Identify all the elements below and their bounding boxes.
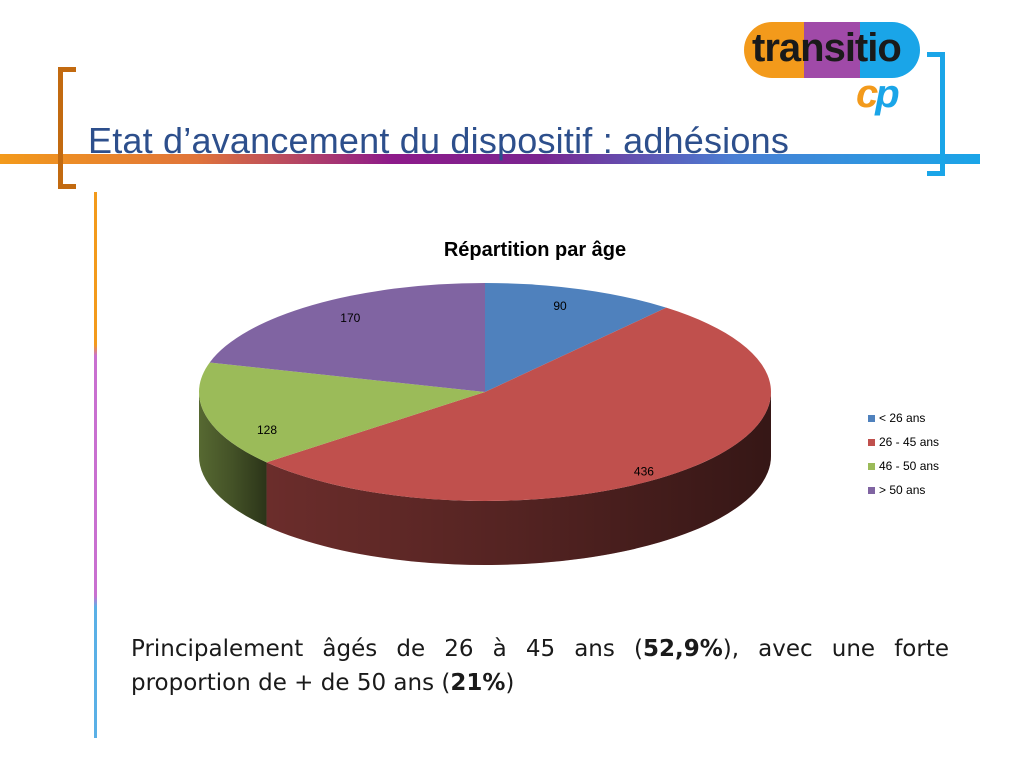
pie-side-shade-26-45-ans [266,392,771,565]
legend-item-50-ans: > 50 ans [868,478,939,502]
legend-swatch-26-45-ans [868,438,875,446]
legend-label-26-ans: < 26 ans [879,411,926,425]
logo-subtext: cp [856,72,900,116]
transitio-cap-logo: transitio cp [744,18,934,118]
pie-labels: 90 436 128 170 [257,299,654,479]
legend-item-46-50-ans: 46 - 50 ans [868,454,939,478]
data-label-26-ans: 90 [553,299,567,313]
legend-label-26-45-ans: 26 - 45 ans [879,435,940,449]
percent-26-45: 52,9% [642,636,723,662]
legend-swatch-46-50-ans [868,462,875,470]
legend-label-50-ans: > 50 ans [879,483,926,497]
data-label-50-ans: 170 [340,311,360,325]
percent-over-50: 21% [450,670,506,696]
pie-slice-26-45-ans [266,307,772,502]
legend-item-26-ans: < 26 ans [868,406,939,430]
pie-sides [199,392,771,565]
data-label-26-45-ans: 436 [634,465,654,479]
summary-caption: Principalement âgés de 26 à 45 ans (52,9… [131,636,949,696]
pie-slice-50-ans [209,283,485,392]
page-title: Etat d’avancement du dispositif : adhési… [88,120,790,161]
legend-swatch-26-ans [868,414,875,422]
logo-text: transitio [752,26,902,70]
pie-side-shade-46-50-ans [199,392,267,527]
legend-label-46-50-ans: 46 - 50 ans [879,459,940,473]
pie-slice-26-ans [485,283,667,392]
pie-slice-46-50-ans [198,362,485,463]
chart-legend: < 26 ans 26 - 45 ans 46 - 50 ans > 50 ans [868,406,939,502]
vertical-gradient-line [94,192,97,738]
pie-top [198,283,772,502]
chart-title: Répartition par âge [444,239,626,261]
data-label-46-50-ans: 128 [257,423,277,437]
legend-swatch-50-ans [868,486,875,494]
left-bracket-decoration [58,67,76,189]
legend-item-26-45-ans: 26 - 45 ans [868,430,939,454]
logo-color-bar [744,22,920,78]
header-gradient-line [0,154,980,164]
right-bracket-decoration [927,52,945,176]
